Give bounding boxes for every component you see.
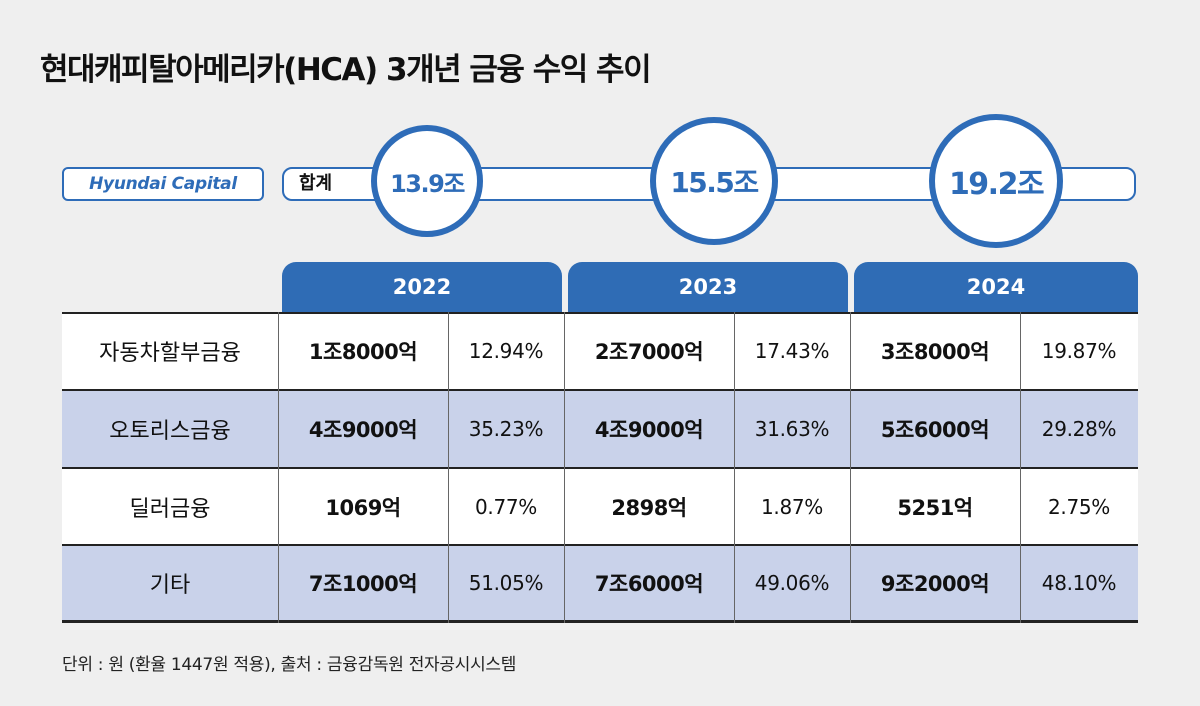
amount-cell: 7조1000억 — [308, 572, 418, 596]
share-cell: 0.77% — [474, 494, 538, 519]
year-header-2024: 2024 — [854, 262, 1138, 312]
vline — [448, 312, 449, 623]
share-cell: 1.87% — [760, 494, 824, 519]
row-bg-3 — [62, 468, 1138, 545]
row-bg-1 — [62, 312, 1138, 390]
vline — [1020, 312, 1021, 623]
share-cell: 29.28% — [1041, 417, 1117, 441]
category-label: 자동차할부금융 — [99, 341, 241, 366]
share-cell: 2.75% — [1047, 494, 1111, 519]
vline — [734, 312, 735, 623]
hline — [62, 389, 1138, 391]
total-bubble-2023: 15.5조 — [650, 117, 778, 245]
share-cell: 49.06% — [754, 571, 830, 595]
total-bubble-2024: 19.2조 — [929, 114, 1063, 248]
row-bg-4 — [62, 545, 1138, 622]
category-label: 딜러금융 — [129, 496, 211, 522]
amount-cell: 1069억 — [325, 495, 401, 520]
amount-cell: 5251억 — [897, 495, 973, 520]
vline — [564, 312, 565, 623]
amount-cell: 2조7000억 — [594, 340, 704, 364]
amount-cell: 4조9000억 — [594, 418, 704, 442]
total-bubble-2022: 13.9조 — [371, 125, 483, 237]
amount-cell: 2898억 — [611, 495, 687, 520]
hline — [62, 620, 1138, 623]
revenue-table: 자동차할부금융 1조8000억 12.94% 2조7000억 17.43% 3조… — [62, 312, 1138, 623]
amount-cell: 1조8000억 — [308, 340, 418, 364]
amount-cell: 3조8000억 — [880, 340, 990, 364]
share-cell: 19.87% — [1041, 339, 1117, 363]
share-cell: 35.23% — [468, 417, 544, 441]
amount-cell: 4조9000억 — [308, 418, 418, 442]
row-bg-2 — [62, 390, 1138, 468]
total-label: 합계 — [299, 173, 333, 194]
share-cell: 17.43% — [754, 339, 830, 363]
hline — [62, 467, 1138, 469]
category-label: 오토리스금융 — [109, 419, 231, 444]
vline — [850, 312, 851, 623]
hline — [62, 544, 1138, 546]
hyundai-capital-logo: Hyundai Capital — [62, 167, 264, 201]
year-header-2022: 2022 — [282, 262, 562, 312]
share-cell: 51.05% — [468, 571, 544, 595]
vline — [278, 312, 279, 623]
share-cell: 12.94% — [468, 339, 544, 363]
amount-cell: 7조6000억 — [594, 572, 704, 596]
share-cell: 31.63% — [754, 417, 830, 441]
footnote: 단위 : 원 (환율 1447원 적용), 출처 : 금융감독원 전자공시시스템 — [62, 655, 517, 675]
page-title: 현대캐피탈아메리카(HCA) 3개년 금융 수익 추이 — [40, 52, 652, 88]
year-header-2023: 2023 — [568, 262, 848, 312]
category-label: 기타 — [149, 573, 191, 598]
hline — [62, 312, 1138, 314]
share-cell: 48.10% — [1041, 571, 1117, 595]
amount-cell: 9조2000억 — [880, 572, 990, 596]
amount-cell: 5조6000억 — [880, 418, 990, 442]
